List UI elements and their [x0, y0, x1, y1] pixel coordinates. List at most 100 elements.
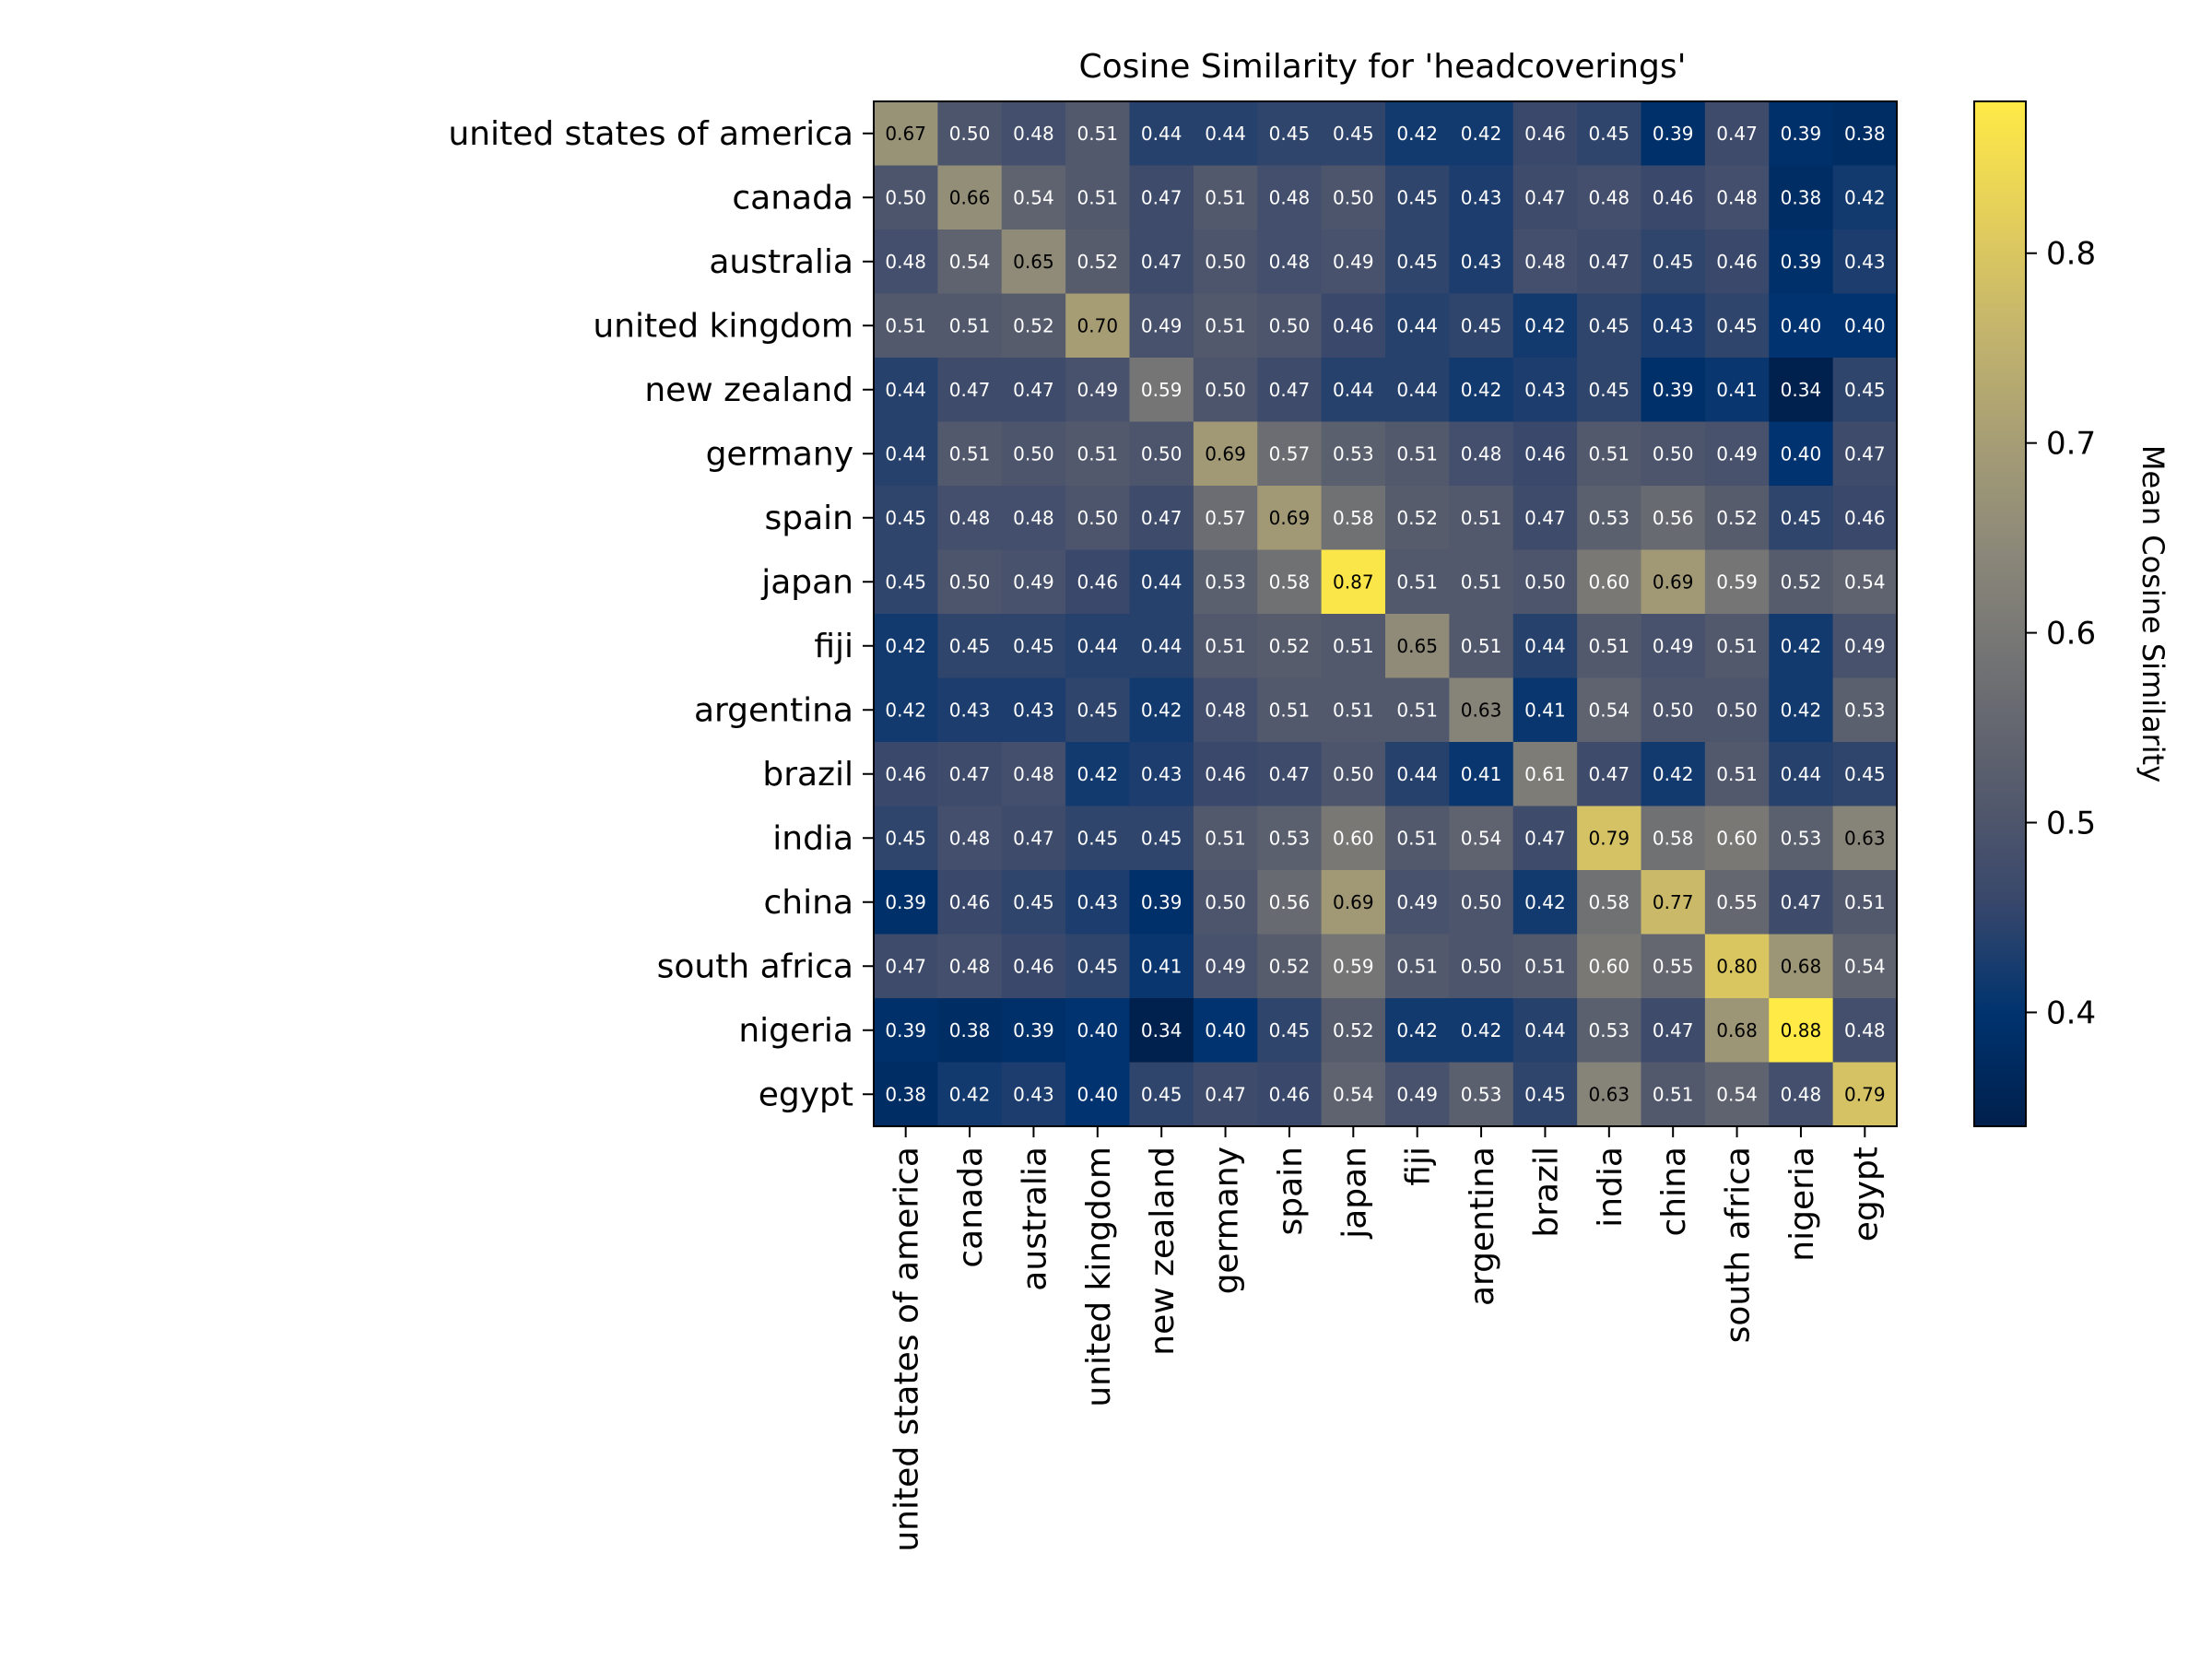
cell-value-label: 0.46: [1077, 571, 1119, 593]
heatmap-cell: [1641, 101, 1706, 167]
row-label: new zealand: [644, 371, 853, 409]
cell-value-label: 0.54: [1013, 186, 1054, 208]
heatmap-cell: [937, 101, 1003, 167]
heatmap-cell: [1385, 677, 1450, 743]
cell-value-label: 0.54: [1716, 1083, 1758, 1105]
cell-value-label: 0.48: [1205, 699, 1246, 721]
heatmap-cell: [1385, 293, 1450, 359]
row-label: spain: [765, 500, 854, 537]
heatmap-cell: [1641, 229, 1706, 295]
cell-value-label: 0.50: [1141, 442, 1182, 465]
cell-value-label: 0.50: [1269, 314, 1311, 336]
row-label: germany: [706, 435, 853, 473]
heatmap-cell: [1449, 998, 1514, 1064]
cell-value-label: 0.47: [1589, 251, 1630, 273]
cell-value-label: 0.49: [1333, 251, 1374, 273]
cell-value-label: 0.63: [1589, 1083, 1630, 1105]
row-label: china: [764, 884, 854, 922]
heatmap-cell: [1257, 486, 1323, 551]
cell-value-label: 0.51: [1461, 635, 1502, 657]
column-label: india: [1592, 1147, 1630, 1228]
heatmap-cell: [874, 293, 938, 359]
cell-value-label: 0.68: [1716, 1019, 1758, 1041]
cell-value-label: 0.38: [885, 1083, 926, 1105]
heatmap-cell: [1385, 742, 1450, 807]
row-label: south africa: [657, 947, 853, 985]
heatmap-cell: [1257, 358, 1323, 423]
heatmap-cell: [874, 101, 938, 167]
cell-value-label: 0.46: [949, 891, 991, 913]
cell-value-label: 0.46: [1333, 314, 1374, 336]
heatmap-cell: [1193, 998, 1258, 1064]
heatmap-cell: [1577, 1062, 1642, 1127]
cell-value-label: 0.43: [1077, 891, 1119, 913]
cell-value-label: 0.50: [1333, 186, 1374, 208]
heatmap-cell: [1512, 614, 1578, 679]
heatmap-cell: [1385, 934, 1450, 999]
cell-value-label: 0.63: [1461, 699, 1502, 721]
heatmap-cell: [1449, 358, 1514, 423]
cell-value-label: 0.47: [885, 955, 926, 977]
heatmap-cell: [1449, 101, 1514, 167]
heatmap-cell: [1832, 229, 1898, 295]
heatmap-cell: [1001, 101, 1066, 167]
cell-value-label: 0.47: [1589, 763, 1630, 785]
cell-value-label: 0.51: [885, 314, 926, 336]
heatmap-cell: [874, 165, 938, 230]
cell-value-label: 0.47: [1205, 1083, 1246, 1105]
cell-value-label: 0.40: [1844, 314, 1886, 336]
cell-value-label: 0.57: [1205, 507, 1246, 529]
heatmap-cell: [1257, 293, 1323, 359]
heatmap-cell: [1641, 806, 1706, 871]
cell-value-label: 0.88: [1781, 1019, 1822, 1041]
cell-value-label: 0.51: [949, 442, 991, 465]
heatmap-cell: [937, 486, 1003, 551]
heatmap-cell: [1641, 742, 1706, 807]
heatmap-cell: [874, 229, 938, 295]
cell-value-label: 0.67: [885, 123, 926, 145]
cell-value-label: 0.40: [1077, 1083, 1119, 1105]
heatmap-cell: [1129, 358, 1194, 423]
heatmap-cell: [1129, 806, 1194, 871]
heatmap-cell: [1065, 421, 1131, 487]
cell-value-label: 0.54: [1333, 1083, 1374, 1105]
cell-value-label: 0.42: [1781, 635, 1822, 657]
row-label: canada: [732, 179, 853, 217]
heatmap-cell: [1832, 101, 1898, 167]
heatmap-cell: [1704, 229, 1770, 295]
heatmap-cell: [1641, 486, 1706, 551]
cell-value-label: 0.51: [1461, 571, 1502, 593]
heatmap-cell: [1832, 806, 1898, 871]
column-label: china: [1655, 1147, 1693, 1237]
cell-value-label: 0.45: [1141, 1083, 1182, 1105]
heatmap-cell: [1769, 934, 1834, 999]
heatmap-cell: [937, 998, 1003, 1064]
heatmap-cell: [1449, 421, 1514, 487]
heatmap-cell: [1512, 806, 1578, 871]
heatmap-cell: [1512, 549, 1578, 615]
heatmap-cell: [1129, 742, 1194, 807]
cell-value-label: 0.38: [1781, 186, 1822, 208]
heatmap-cell: [1641, 998, 1706, 1064]
heatmap-cell: [937, 677, 1003, 743]
cell-value-label: 0.44: [1781, 763, 1822, 785]
heatmap-cell: [1001, 293, 1066, 359]
heatmap-cell: [1001, 677, 1066, 743]
cell-value-label: 0.48: [1013, 507, 1054, 529]
heatmap-cell: [1257, 549, 1323, 615]
heatmap-cell: [1577, 486, 1642, 551]
cell-value-label: 0.42: [1524, 891, 1566, 913]
heatmap-cell: [1385, 165, 1450, 230]
cell-value-label: 0.44: [1396, 379, 1438, 401]
cell-value-label: 0.39: [1781, 251, 1822, 273]
cell-value-label: 0.43: [1844, 251, 1886, 273]
cell-value-label: 0.49: [1844, 635, 1886, 657]
cell-value-label: 0.34: [1781, 379, 1822, 401]
cell-value-label: 0.48: [949, 507, 991, 529]
heatmap-cell: [1704, 870, 1770, 935]
heatmap-cell: [1065, 934, 1131, 999]
heatmap-cell: [1129, 1062, 1194, 1127]
heatmap-cell: [1704, 549, 1770, 615]
heatmap-cell: [1769, 806, 1834, 871]
heatmap-cell: [1065, 358, 1131, 423]
